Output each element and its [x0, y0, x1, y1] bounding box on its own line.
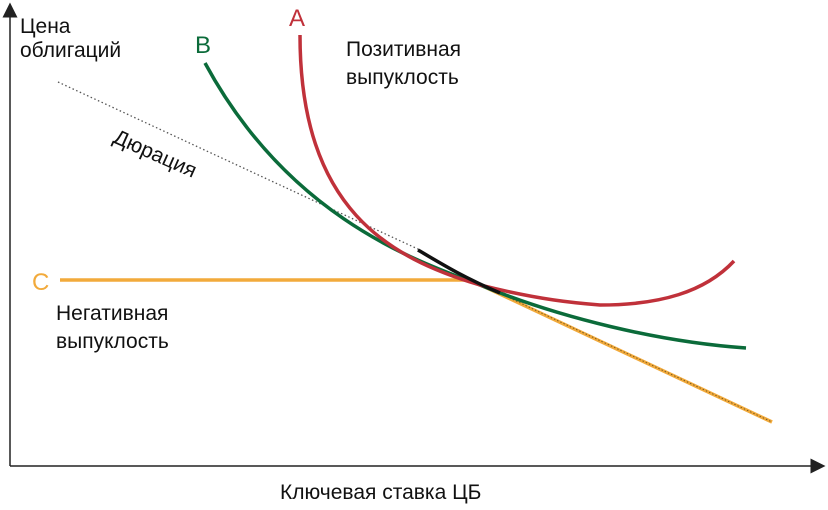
y-axis-label-line1: Цена [20, 15, 71, 38]
negative-convexity-line1: Негативная [56, 302, 168, 325]
duration-line [57, 81, 421, 251]
curve-a [298, 34, 736, 307]
tangent-segment [417, 248, 501, 295]
curve-b-label: B [195, 32, 211, 59]
curve-b [203, 62, 747, 350]
x-axis-label: Ключевая ставка ЦБ [280, 481, 481, 504]
negative-convexity-line2: выпуклость [56, 330, 169, 353]
curve-c-label: C [32, 269, 49, 296]
positive-convexity-line1: Позитивная [346, 38, 461, 61]
duration-label: Дюрация [110, 126, 200, 183]
positive-convexity-line2: выпуклость [346, 66, 459, 89]
y-axis-label-line2: облигаций [20, 39, 121, 62]
curve-a-label: A [289, 5, 305, 32]
